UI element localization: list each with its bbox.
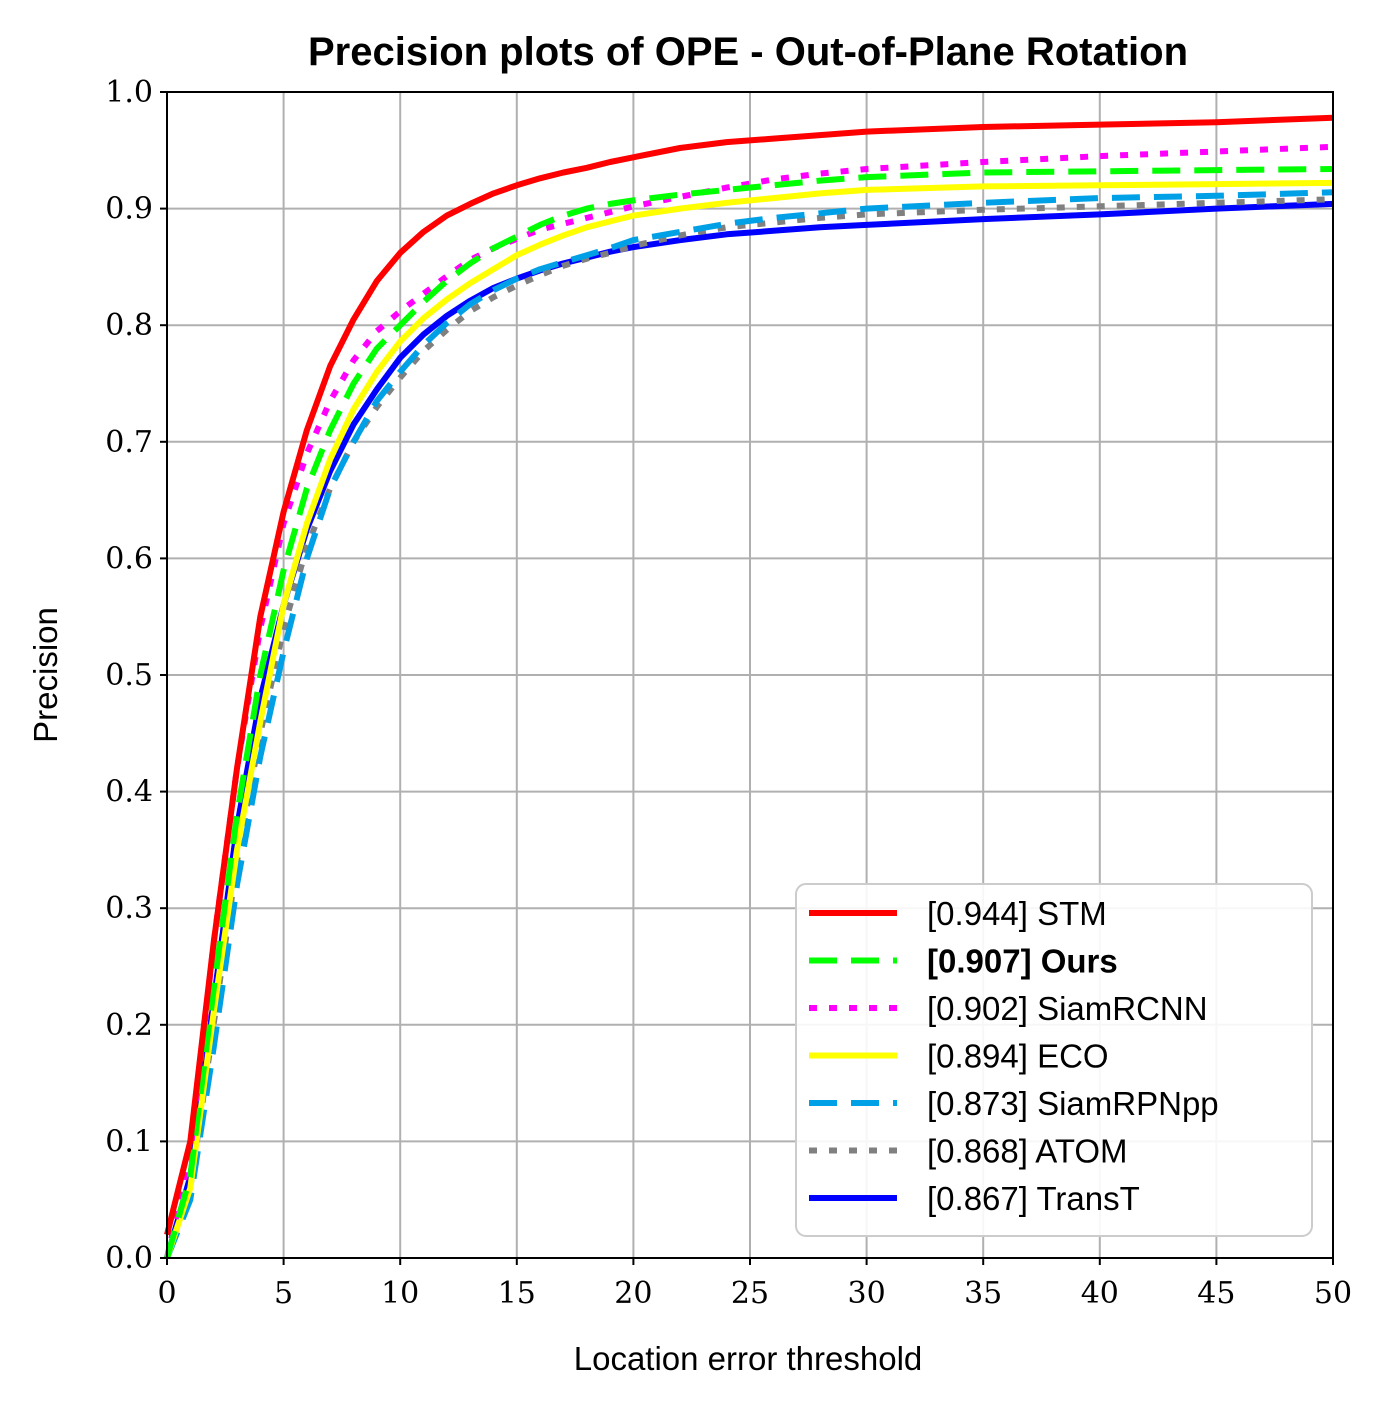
- y-tick-label: 0.8: [105, 308, 153, 343]
- x-tick-label: 10: [381, 1276, 419, 1311]
- legend-label: [0.867] TransT: [927, 1180, 1140, 1217]
- x-tick-label: 20: [614, 1276, 652, 1311]
- series-layer: [164, 114, 1334, 1260]
- y-tick-label: 1.0: [105, 75, 153, 110]
- legend-box: [795, 883, 1313, 1237]
- x-tick-label: 25: [731, 1276, 769, 1311]
- legend-label: [0.873] SiamRPNpp: [927, 1085, 1219, 1122]
- y-tick-label: 0.2: [105, 1008, 153, 1043]
- y-tick-label: 0.5: [105, 658, 153, 693]
- series-line-4: [164, 189, 1334, 1260]
- x-tick-label: 40: [1081, 1276, 1119, 1311]
- legend-label: [0.902] SiamRCNN: [927, 990, 1208, 1027]
- series-line-0: [164, 114, 1334, 1236]
- y-tick-label: 0.7: [105, 425, 153, 460]
- legend-label: [0.907] Ours: [927, 943, 1118, 980]
- y-tick-label: 0.6: [105, 541, 153, 576]
- legend-label: [0.868] ATOM: [927, 1133, 1128, 1170]
- y-tick-label: 0.0: [105, 1241, 153, 1276]
- series-line-5: [164, 196, 1334, 1259]
- x-tick-label: 50: [1314, 1276, 1352, 1311]
- x-tick-label: 45: [1197, 1276, 1235, 1311]
- x-ticks: 0 5 10 15 20 25 30 35 40 45 50: [157, 1258, 1352, 1311]
- x-tick-label: 15: [498, 1276, 536, 1311]
- y-tick-label: 0.3: [105, 891, 153, 926]
- x-tick-label: 30: [848, 1276, 886, 1311]
- legend-label: [0.894] ECO: [927, 1038, 1109, 1075]
- legend-label: [0.944] STM: [927, 895, 1107, 932]
- x-axis-label: Location error threshold: [574, 1340, 923, 1377]
- y-tick-label: 0.9: [105, 192, 153, 227]
- series-line-1: [164, 166, 1334, 1259]
- y-axis-label: Precision: [27, 607, 64, 743]
- x-tick-label: 35: [964, 1276, 1002, 1311]
- chart-title: Precision plots of OPE - Out-of-Plane Ro…: [308, 30, 1188, 74]
- series-line-3: [164, 179, 1334, 1259]
- y-ticks: 0.0 0.1 0.2 0.3 0.4 0.5 0.6 0.7 0.8 0.9 1.0: [105, 75, 167, 1276]
- y-tick-label: 0.4: [105, 775, 153, 810]
- y-tick-label: 0.1: [105, 1124, 153, 1159]
- x-tick-label: 5: [274, 1276, 293, 1311]
- x-tick-label: 0: [157, 1276, 176, 1311]
- legend: [0.944] STM [0.907] Ours [0.902] SiamRCNN […: [795, 883, 1313, 1237]
